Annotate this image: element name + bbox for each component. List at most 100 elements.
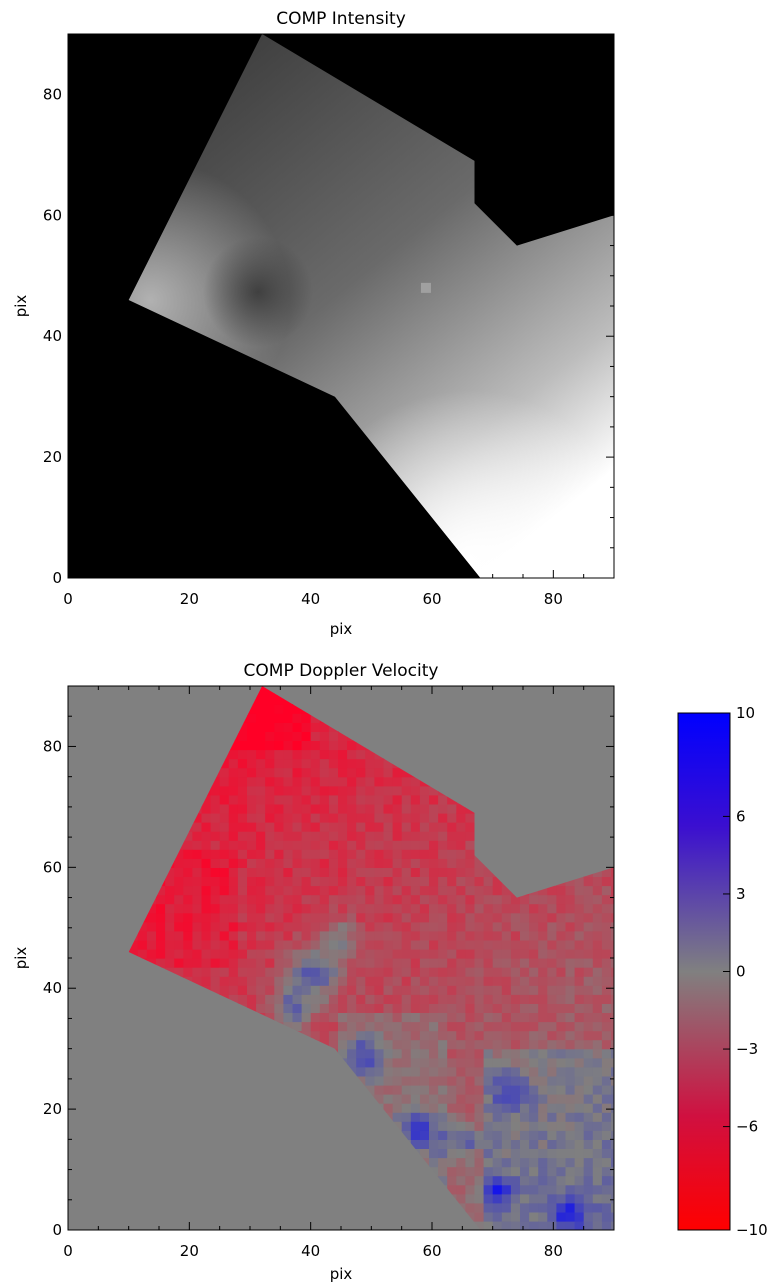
velocity-cell — [556, 1075, 567, 1086]
velocity-cell — [447, 867, 457, 877]
velocity-cell — [501, 994, 512, 1004]
velocity-cell — [310, 885, 321, 896]
velocity-cell — [429, 976, 439, 986]
velocity-cell — [383, 1012, 394, 1023]
velocity-cell — [283, 758, 294, 769]
velocity-cell — [283, 976, 294, 986]
velocity-cell — [256, 958, 266, 968]
velocity-cell — [419, 912, 430, 923]
velocity-cell — [447, 939, 457, 950]
velocity-cell — [374, 1012, 385, 1023]
velocity-cell — [483, 1139, 494, 1149]
velocity-cell — [474, 930, 485, 941]
velocity-cell — [547, 1193, 557, 1204]
velocity-cell — [392, 930, 403, 941]
velocity-cell — [565, 985, 576, 995]
velocity-cell — [383, 912, 394, 923]
velocity-cell — [365, 876, 375, 887]
velocity-cell — [565, 1166, 576, 1177]
velocity-cell — [328, 1003, 339, 1013]
velocity-cell — [383, 939, 394, 950]
velocity-cell — [419, 1066, 430, 1077]
velocity-cell — [256, 803, 266, 814]
velocity-cell — [283, 822, 294, 832]
velocity-cell — [401, 767, 412, 778]
velocity-cell — [228, 876, 239, 887]
velocity-cell — [210, 985, 221, 995]
velocity-cell — [292, 948, 303, 959]
velocity-cell — [611, 948, 614, 959]
velocity-cell — [429, 785, 439, 796]
velocity-cell — [565, 1075, 576, 1086]
velocity-cell — [501, 1003, 512, 1013]
velocity-cell — [538, 1130, 548, 1140]
velocity-cell — [438, 1139, 448, 1149]
y-tick-label: 80 — [43, 737, 62, 755]
velocity-cell — [247, 794, 257, 805]
velocity-cell — [201, 812, 212, 823]
velocity-cell — [419, 849, 430, 859]
velocity-cell — [547, 1003, 557, 1013]
velocity-cell — [592, 885, 603, 896]
velocity-cell — [447, 822, 457, 832]
velocity-cell — [365, 858, 375, 868]
velocity-cell — [137, 921, 148, 932]
velocity-cell — [465, 912, 476, 923]
velocity-cell — [510, 1039, 521, 1050]
velocity-cell — [392, 894, 403, 905]
velocity-cell — [410, 976, 421, 986]
velocity-cell — [338, 912, 348, 923]
velocity-cell — [483, 1202, 494, 1213]
velocity-cell — [592, 1057, 603, 1068]
velocity-cell — [256, 840, 266, 850]
velocity-cell — [383, 803, 394, 814]
velocity-cell — [274, 758, 284, 769]
velocity-cell — [319, 976, 330, 986]
velocity-cell — [338, 740, 348, 751]
velocity-cell — [319, 867, 330, 877]
velocity-cell — [456, 1112, 466, 1122]
velocity-cell — [547, 1148, 557, 1159]
velocity-cell — [310, 939, 321, 950]
velocity-cell — [583, 1130, 594, 1140]
velocity-cell — [410, 921, 421, 932]
velocity-cell — [183, 858, 193, 868]
velocity-cell — [501, 1075, 512, 1086]
velocity-cell — [256, 822, 266, 832]
velocity-cell — [365, 1003, 375, 1013]
velocity-cell — [392, 812, 403, 823]
velocity-cell — [465, 1012, 476, 1023]
velocity-cell — [474, 876, 485, 887]
velocity-cell — [347, 1039, 357, 1050]
velocity-cell — [611, 1220, 614, 1230]
velocity-cell — [456, 1193, 466, 1204]
y-tick-label: 60 — [43, 206, 62, 224]
velocity-cell — [483, 1039, 494, 1050]
velocity-cell — [392, 1112, 403, 1122]
velocity-cell — [374, 867, 385, 877]
velocity-cell — [410, 1103, 421, 1113]
velocity-cell — [310, 967, 321, 977]
velocity-cell — [183, 876, 193, 887]
velocity-cell — [347, 840, 357, 850]
velocity-cell — [265, 731, 275, 741]
velocity-cell — [565, 1148, 576, 1159]
velocity-cell — [356, 985, 366, 995]
velocity-cell — [483, 976, 494, 986]
velocity-cell — [256, 794, 266, 805]
velocity-cell — [210, 867, 221, 877]
velocity-cell — [438, 1048, 448, 1059]
velocity-cell — [429, 1121, 439, 1131]
velocity-cell — [501, 894, 512, 905]
velocity-cell — [611, 930, 614, 941]
velocity-cell — [520, 1066, 530, 1077]
velocity-cell — [283, 921, 294, 932]
velocity-cell — [365, 831, 375, 841]
velocity-cell — [310, 812, 321, 823]
velocity-cell — [301, 930, 312, 941]
velocity-cell — [301, 1021, 312, 1032]
velocity-cell — [237, 822, 248, 832]
velocity-cell — [419, 967, 430, 977]
velocity-cell — [538, 1039, 548, 1050]
velocity-cell — [210, 849, 221, 859]
